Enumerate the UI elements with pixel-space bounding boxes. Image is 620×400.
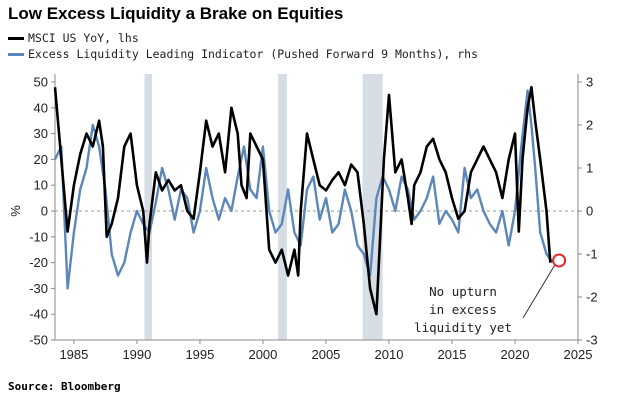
- chart-title: Low Excess Liquidity a Brake on Equities: [8, 4, 344, 23]
- right-tick-label: -2: [586, 290, 598, 305]
- source-note: Source: Bloomberg: [8, 380, 121, 393]
- right-tick-label: -1: [586, 247, 598, 262]
- annotation-pointer: [522, 264, 556, 319]
- legend-item-liquidity: Excess Liquidity Leading Indicator (Push…: [8, 47, 478, 61]
- right-tick-label: 3: [586, 75, 593, 90]
- annotation-text-line: liquidity yet: [414, 320, 512, 335]
- left-tick-label: -20: [29, 255, 48, 270]
- x-tick-label: 2000: [248, 347, 277, 362]
- x-tick-label: 1985: [59, 347, 88, 362]
- right-tick-label: -3: [586, 333, 598, 348]
- left-tick-label: -40: [29, 307, 48, 322]
- x-tick-label: 1995: [185, 347, 214, 362]
- right-tick-label: 0: [586, 204, 593, 219]
- annotation-text-line: No upturn: [429, 284, 497, 299]
- legend-swatch-blue: [8, 52, 24, 56]
- left-tick-label: 40: [34, 100, 48, 115]
- x-tick-label: 2025: [564, 347, 593, 362]
- x-tick-label: 2015: [438, 347, 467, 362]
- legend-swatch-black: [8, 36, 24, 40]
- legend-label-liquidity: Excess Liquidity Leading Indicator (Push…: [28, 47, 479, 61]
- annotation-text-line: in excess: [429, 302, 497, 317]
- x-tick-label: 1990: [122, 347, 151, 362]
- recession-band-0: [144, 74, 153, 340]
- left-tick-label: 10: [34, 178, 48, 193]
- left-tick-label: 30: [34, 126, 48, 141]
- left-tick-label: 20: [34, 152, 48, 167]
- series-line-0: [53, 85, 552, 316]
- right-tick-label: 1: [586, 161, 593, 176]
- left-tick-label: -10: [29, 229, 48, 244]
- legend-item-msci: MSCI US YoY, lhs: [8, 31, 139, 45]
- x-tick-label: 2010: [375, 347, 404, 362]
- x-tick-label: 2005: [311, 347, 340, 362]
- series-line-1: [53, 89, 554, 290]
- y-axis-label: %: [8, 205, 23, 217]
- right-tick-label: 2: [586, 118, 593, 133]
- x-tick-label: 2020: [501, 347, 530, 362]
- left-tick-label: -30: [29, 281, 48, 296]
- left-tick-label: 0: [41, 204, 48, 219]
- legend-label-msci: MSCI US YoY, lhs: [28, 31, 139, 45]
- left-tick-label: 50: [34, 75, 48, 90]
- recession-band-1: [278, 74, 287, 340]
- left-tick-label: -50: [29, 333, 48, 348]
- annotation-circle: [552, 253, 567, 268]
